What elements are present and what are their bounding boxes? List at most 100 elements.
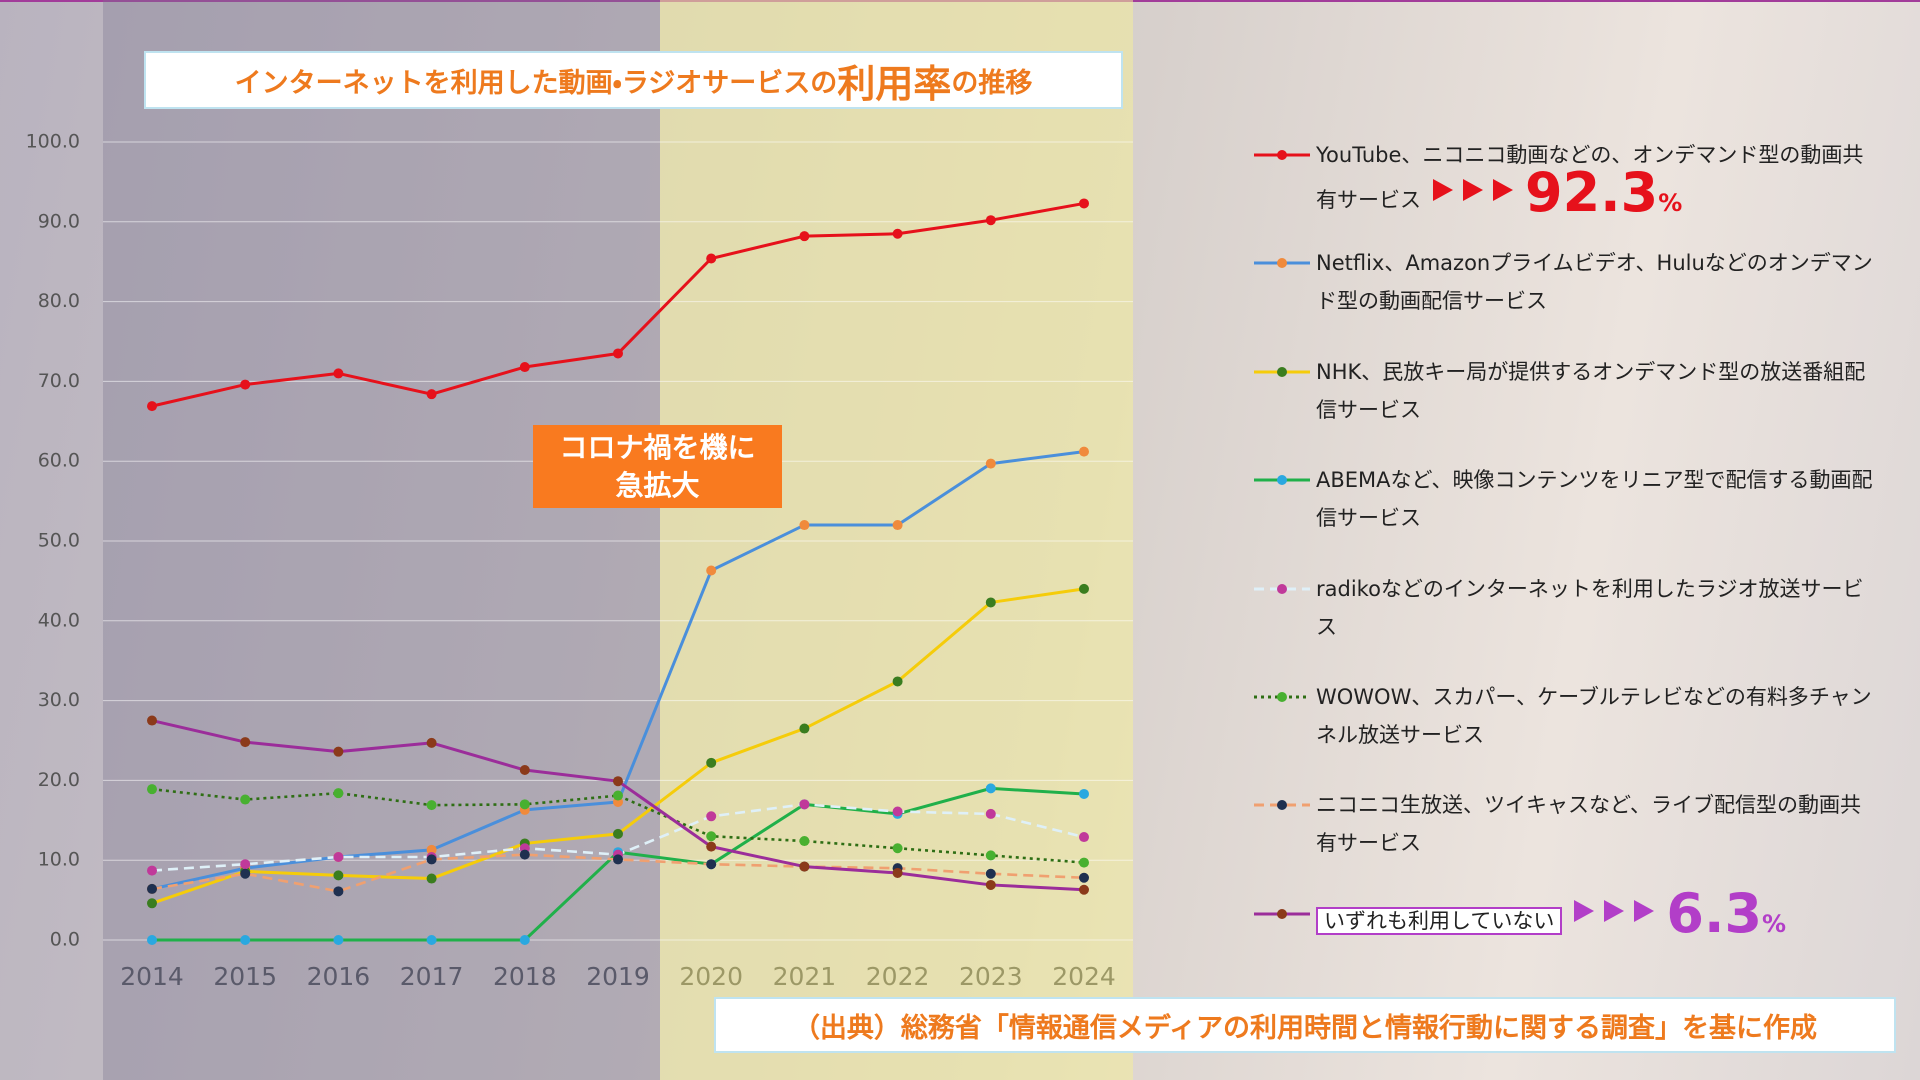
data-point [240,868,251,879]
legend-marker [1277,475,1287,486]
legend-swatch [1254,692,1310,702]
data-point [706,831,717,842]
title-part: の推移 [951,67,1033,99]
data-point [426,389,437,400]
data-point [426,873,437,884]
data-point [519,849,530,860]
legend-marker [1277,800,1287,811]
legend-label: ニコニコ生放送、ツイキャスなど、ライブ配信型の動画共有サービス [1316,793,1861,856]
highlight-value: 92.3 [1525,161,1659,224]
data-point [333,788,344,799]
data-point [1079,198,1089,209]
y-tick-label: 30.0 [38,689,80,711]
data-point [240,794,251,805]
y-tick-label: 70.0 [38,370,80,392]
legend-label: YouTube、ニコニコ動画などの、オンデマンド型の動画共有サービス [1316,143,1864,212]
y-tick-label: 20.0 [38,769,80,791]
data-point [985,597,996,608]
data-point [147,715,157,726]
data-point [706,859,717,870]
legend-item: ニコニコ生放送、ツイキャスなど、ライブ配信型の動画共有サービス [1252,786,1892,862]
y-tick-label: 60.0 [38,450,80,472]
data-point [985,868,996,879]
y-tick-label: 100.0 [26,131,80,153]
data-point [613,348,623,359]
source: （出典）総務省「情報通信メディアの利用時間と情報行動に関する調査」を基に作成 [714,997,1896,1053]
y-tick-label: 0.0 [50,929,80,951]
arrow [1463,179,1483,201]
data-point [333,886,344,897]
annotation: コロナ禍を機に 急拡大 [533,425,782,508]
data-point [799,723,810,734]
data-point [147,401,157,412]
legend-marker [1277,908,1287,919]
data-point [426,844,437,855]
legend-swatch [1254,150,1310,160]
data-point [985,850,996,861]
x-tick-label: 2019 [586,962,650,991]
legend-marker [1277,366,1287,377]
legend-label: WOWOW、スカパー、ケーブルテレビなどの有料多チャンネル放送サービス [1316,685,1872,747]
legend-text: WOWOW、スカパー、ケーブルテレビなどの有料多チャンネル放送サービス [1316,678,1876,754]
data-point [613,854,623,865]
highlight: 6.3% [1666,882,1786,945]
data-point [985,879,996,890]
legend-item: ABEMAなど、映像コンテンツをリニア型で配信する動画配信サービス [1252,461,1892,537]
arrow [1493,179,1513,201]
highlight: 92.3% [1525,161,1682,224]
legend-text: いずれも利用していない 6.3% [1316,886,1876,943]
legend-label: NHK、民放キー局が提供するオンデマンド型の放送番組配信サービス [1316,359,1866,422]
data-point [1079,832,1089,843]
y-tick-label: 50.0 [38,530,80,552]
data-point [1079,788,1089,799]
highlight-unit: % [1658,189,1683,217]
data-point [799,861,810,872]
annotation-line: 急拡大 [615,469,700,502]
data-point [240,935,251,945]
data-point [426,800,437,811]
x-tick-label: 2016 [307,962,371,991]
data-point [892,676,903,687]
x-tick-label: 2015 [213,962,277,991]
data-point [147,935,157,945]
data-point [706,757,717,768]
data-point [799,836,810,847]
legend-marker [1277,692,1287,702]
data-point [706,841,717,852]
legend-text: NHK、民放キー局が提供するオンデマンド型の放送番組配信サービス [1316,353,1876,429]
data-point [333,935,344,945]
x-tick-label: 2017 [400,962,464,991]
data-point [1079,884,1089,895]
data-point [1079,583,1089,594]
data-point [147,898,157,909]
data-point [706,253,717,264]
annotation-line: コロナ禍を機に [559,431,756,464]
data-point [613,828,623,839]
arrow [1604,899,1625,922]
data-point [147,784,157,795]
legend-item: NHK、民放キー局が提供するオンデマンド型の放送番組配信サービス [1252,353,1892,429]
legend-item: radikoなどのインターネットを利用したラジオ放送サービス [1252,570,1892,646]
data-point [892,867,903,878]
data-point [519,362,530,373]
legend-swatch [1254,800,1310,811]
legend-label: Netflix、Amazonプライムビデオ、Huluなどのオンデマンド型の動画配… [1316,251,1873,314]
x-tick-label: 2022 [866,962,930,991]
data-point [799,520,810,531]
legend-text: YouTube、ニコニコ動画などの、オンデマンド型の動画共有サービス 92.3% [1316,136,1876,222]
legend-label: ABEMAなど、映像コンテンツをリニア型で配信する動画配信サービス [1316,468,1873,531]
data-point [706,565,717,576]
legend-item: いずれも利用していない 6.3% [1252,886,1892,943]
data-point [985,215,996,226]
legend-item: YouTube、ニコニコ動画などの、オンデマンド型の動画共有サービス 92.3% [1252,136,1892,222]
legend-item: Netflix、Amazonプライムビデオ、Huluなどのオンデマンド型の動画配… [1252,244,1892,320]
legend-swatch [1254,908,1310,919]
legend-text: radikoなどのインターネットを利用したラジオ放送サービス [1316,570,1876,646]
legend-label: radikoなどのインターネットを利用したラジオ放送サービス [1316,576,1864,639]
highlight-unit: % [1762,909,1787,938]
pre-covid-band [103,0,660,1080]
covid-band [660,0,1133,1080]
title-part: インターネットを利用した動画・ラジオサービスの [234,67,838,99]
legend-marker [1277,150,1287,160]
data-point [613,776,623,787]
